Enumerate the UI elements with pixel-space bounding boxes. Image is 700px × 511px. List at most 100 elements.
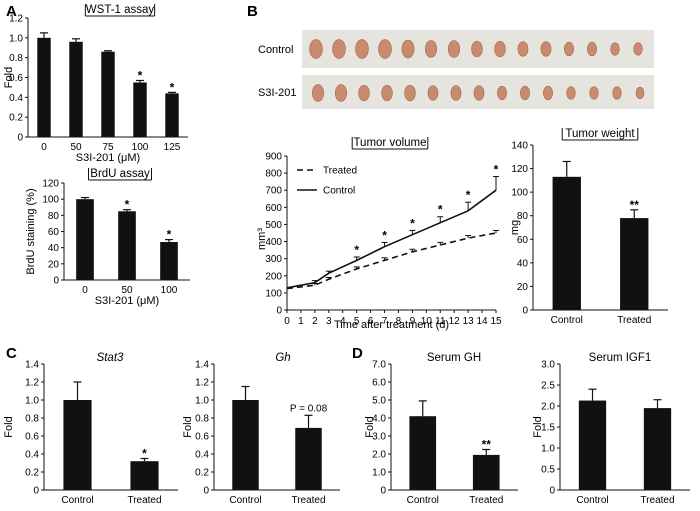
- y-tick-label: 1.2: [9, 14, 23, 25]
- y-tick-label: 80: [48, 211, 60, 222]
- significance-label: *: [438, 203, 443, 217]
- y-axis-label: Fold: [532, 416, 544, 437]
- bar: [69, 41, 83, 137]
- x-tick-label: 12: [449, 316, 461, 327]
- tumor-photos: Control S3I-201: [258, 30, 654, 109]
- bar: [578, 400, 607, 490]
- y-tick-label: 0: [549, 486, 555, 497]
- x-tick-label: 2: [312, 316, 318, 327]
- significance-label: *: [167, 228, 172, 242]
- y-tick-label: 0.6: [9, 73, 23, 84]
- y-tick-label: 500: [265, 220, 282, 231]
- y-axis-label: Fold: [3, 67, 15, 88]
- significance-label: *: [494, 163, 499, 177]
- tumor-specimen: [517, 41, 529, 57]
- chart-title: WST-1 assay: [86, 4, 155, 16]
- y-tick-label: 6.0: [372, 378, 386, 389]
- chart-tumor-volume: Tumor volume0100200300400500600700800900…: [256, 137, 502, 331]
- y-tick-label: 0.4: [25, 450, 39, 461]
- photo-row-label-s3i201: S3I-201: [258, 87, 297, 99]
- y-tick-label: 0: [17, 133, 23, 144]
- y-tick-label: 2.5: [541, 381, 555, 392]
- chart-title: Gh: [275, 352, 290, 364]
- panel-letter-d: D: [352, 345, 363, 362]
- x-tick-label: Control: [407, 495, 439, 506]
- bar: [130, 461, 159, 490]
- bar: [643, 408, 672, 490]
- chart-wst1-assay: WST-1 assay 0 0.2 0.4 0.6 0.8 1.0 1.2 Fold 0 50 75 1…: [3, 4, 188, 164]
- tumor-specimen: [309, 39, 323, 59]
- y-tick-label: 20: [48, 259, 60, 270]
- chart-brdu-assay: BrdU assay 0 20 40 60 80 100 120 BrdU staining (…: [25, 168, 190, 307]
- tumor-specimen: [566, 86, 576, 100]
- y-axis-label: BrdU staining (%): [25, 188, 37, 274]
- significance-label: *: [125, 198, 130, 212]
- tumor-specimen: [447, 40, 461, 58]
- y-axis-label: mm³: [256, 228, 268, 250]
- x-tick-label: 1: [298, 316, 304, 327]
- chart-serum-gh: Serum GH 0 1.0 2.0 3.0 4.0 5.0 6.0 7.0 Fold Contro…: [364, 352, 518, 506]
- significance-label: *: [382, 228, 387, 242]
- tumor-specimen: [473, 85, 485, 101]
- significance-label: *: [410, 216, 415, 230]
- panel-letter-c: C: [6, 345, 17, 362]
- y-tick-label: 1.0: [541, 444, 555, 455]
- y-tick-label: 1.0: [25, 396, 39, 407]
- tumor-specimen: [332, 39, 346, 59]
- tumor-row-control: [309, 39, 643, 59]
- tumor-specimen: [424, 40, 438, 58]
- x-tick-label: 50: [70, 142, 82, 153]
- tumor-specimen: [635, 86, 645, 100]
- y-tick-label: 200: [265, 271, 282, 282]
- tumor-specimen: [358, 84, 370, 102]
- x-tick-label: Control: [229, 495, 261, 506]
- panel-letter-b: B: [247, 3, 258, 20]
- x-tick-label: 125: [164, 142, 181, 153]
- x-tick-label: 9: [410, 316, 416, 327]
- x-tick-label: 0: [41, 142, 47, 153]
- x-tick-label: 7: [382, 316, 388, 327]
- y-axis-label: Fold: [3, 416, 15, 437]
- tumor-specimen: [540, 41, 552, 57]
- tumor-specimen: [564, 41, 574, 57]
- significance-label: *: [142, 447, 147, 461]
- tumor-specimen: [589, 86, 599, 100]
- x-tick-label: 4: [340, 316, 346, 327]
- x-tick-label: 0: [82, 285, 88, 296]
- x-tick-label: 50: [121, 285, 133, 296]
- y-tick-label: 40: [517, 258, 529, 269]
- bar: [160, 242, 178, 280]
- chart-tumor-weight: Tumor weight 0 20 40 60 80 100 120 140 mg Control T…: [509, 128, 668, 326]
- tumor-specimen: [633, 42, 643, 56]
- tumor-specimen: [404, 84, 416, 102]
- y-tick-label: 1.4: [25, 360, 39, 371]
- chart-stat3: Stat3 0 0.2 0.4 0.6 0.8 1.0 1.2 1.4 Fold Control Tr…: [3, 352, 178, 506]
- tumor-specimen: [543, 85, 553, 101]
- x-tick-label: 100: [161, 285, 178, 296]
- tumor-specimen: [520, 85, 530, 101]
- photo-row-label-control: Control: [258, 44, 293, 56]
- y-tick-label: 0.8: [25, 414, 39, 425]
- tumor-specimen: [450, 85, 462, 101]
- bar: [76, 199, 94, 280]
- tumor-specimen: [378, 39, 392, 59]
- x-tick-label: Treated: [291, 495, 325, 506]
- y-tick-label: 2.0: [372, 450, 386, 461]
- y-tick-label: 1.0: [372, 468, 386, 479]
- y-tick-label: 0.2: [195, 468, 209, 479]
- y-tick-label: 0.6: [195, 432, 209, 443]
- tumor-specimen: [612, 86, 622, 100]
- y-tick-label: 140: [511, 141, 528, 152]
- x-tick-label: 6: [368, 316, 374, 327]
- x-tick-label: 13: [463, 316, 475, 327]
- legend-label: Treated: [323, 166, 357, 177]
- chart-title: Serum IGF1: [589, 352, 652, 364]
- x-tick-label: 75: [102, 142, 114, 153]
- chart-title: Tumor weight: [565, 128, 635, 140]
- x-tick-label: 10: [421, 316, 433, 327]
- y-tick-label: 100: [265, 288, 282, 299]
- y-tick-label: 4.0: [372, 414, 386, 425]
- tumor-specimen: [587, 41, 597, 57]
- tumor-specimen: [334, 84, 348, 102]
- significance-label: P = 0.08: [290, 403, 328, 414]
